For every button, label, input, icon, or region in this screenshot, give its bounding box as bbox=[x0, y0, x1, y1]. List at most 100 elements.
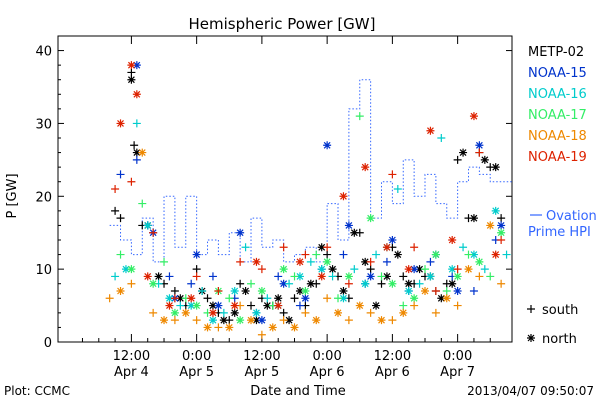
point-south bbox=[116, 170, 125, 179]
point-north bbox=[170, 308, 179, 317]
point-north bbox=[252, 308, 261, 317]
point-south bbox=[127, 279, 136, 288]
x-tick-time: 12:00 bbox=[243, 349, 280, 364]
data-points bbox=[105, 61, 535, 342]
point-south bbox=[366, 265, 375, 274]
point-north bbox=[149, 279, 158, 288]
point-north bbox=[475, 257, 484, 266]
y-tick-label: 20 bbox=[35, 190, 52, 205]
point-south bbox=[295, 301, 304, 310]
point-south bbox=[393, 185, 402, 193]
point-south bbox=[334, 294, 343, 303]
legend-north-label: north bbox=[542, 332, 577, 347]
point-south bbox=[127, 68, 136, 77]
point-south bbox=[323, 243, 332, 252]
legend-entry: NOAA-15 bbox=[528, 66, 587, 81]
point-north bbox=[448, 236, 457, 244]
x-tick-time: 0:00 bbox=[182, 349, 211, 364]
point-south bbox=[130, 141, 139, 150]
point-south bbox=[219, 308, 228, 317]
point-north bbox=[366, 214, 375, 223]
point-north bbox=[132, 90, 141, 99]
point-north bbox=[279, 279, 288, 288]
point-south bbox=[527, 305, 535, 313]
point-north bbox=[366, 272, 375, 281]
point-south bbox=[344, 279, 353, 288]
point-north bbox=[295, 287, 304, 295]
point-north bbox=[404, 265, 413, 274]
y-tick-label: 30 bbox=[35, 117, 52, 132]
point-north bbox=[469, 250, 478, 259]
point-south bbox=[399, 272, 408, 281]
x-tick-date: Apr 5 bbox=[179, 365, 214, 380]
x-tick-date: Apr 6 bbox=[310, 365, 345, 380]
point-south bbox=[116, 250, 125, 259]
point-south bbox=[149, 228, 158, 237]
point-north bbox=[491, 206, 500, 215]
point-north bbox=[181, 308, 190, 317]
point-south bbox=[475, 272, 484, 281]
point-north bbox=[208, 316, 217, 325]
point-south bbox=[165, 272, 174, 281]
x-tick-date: Apr 6 bbox=[375, 365, 410, 380]
point-north bbox=[127, 265, 136, 274]
point-north bbox=[328, 265, 337, 274]
point-north bbox=[317, 272, 326, 281]
chart-title: Hemispheric Power [GW] bbox=[189, 15, 376, 33]
point-north bbox=[344, 221, 353, 230]
point-north bbox=[121, 265, 130, 274]
point-south bbox=[464, 250, 473, 259]
point-south bbox=[170, 294, 179, 303]
legend-entry: NOAA-16 bbox=[528, 87, 587, 102]
point-north bbox=[497, 228, 506, 237]
point-north bbox=[154, 272, 163, 281]
point-south bbox=[355, 112, 364, 121]
point-north bbox=[301, 287, 310, 295]
point-north bbox=[165, 294, 174, 303]
point-south bbox=[225, 294, 234, 303]
point-north bbox=[382, 243, 391, 252]
y-tick-label: 0 bbox=[44, 336, 52, 351]
point-south bbox=[203, 294, 212, 303]
point-south bbox=[236, 257, 245, 266]
point-north bbox=[263, 301, 272, 310]
point-north bbox=[268, 323, 277, 332]
legend-south-label: south bbox=[542, 303, 578, 318]
point-north bbox=[230, 301, 239, 310]
point-south bbox=[469, 287, 478, 295]
point-north bbox=[491, 163, 500, 172]
point-south bbox=[437, 134, 446, 142]
point-south bbox=[377, 279, 386, 288]
x-tick-date: Apr 5 bbox=[244, 365, 279, 380]
point-north bbox=[453, 287, 462, 295]
point-north bbox=[285, 316, 294, 325]
point-north bbox=[312, 316, 321, 325]
point-south bbox=[132, 155, 141, 164]
point-north bbox=[404, 287, 413, 295]
point-north bbox=[442, 294, 451, 303]
point-north bbox=[459, 148, 468, 157]
point-south bbox=[344, 316, 353, 325]
point-north bbox=[415, 265, 424, 274]
ovation-series bbox=[109, 79, 512, 263]
point-north bbox=[203, 323, 212, 332]
point-north bbox=[404, 279, 413, 288]
point-north bbox=[317, 265, 326, 274]
point-north bbox=[230, 308, 239, 317]
x-tick-time: 0:00 bbox=[313, 349, 342, 364]
x-axis-label: Date and Time bbox=[250, 384, 346, 399]
point-south bbox=[257, 265, 266, 274]
point-south bbox=[127, 177, 136, 186]
y-axis-label: P [GW] bbox=[5, 173, 20, 218]
point-north bbox=[225, 323, 234, 332]
point-south bbox=[290, 294, 299, 303]
point-south bbox=[502, 250, 511, 259]
point-south bbox=[388, 316, 397, 325]
y-tick-label: 10 bbox=[35, 263, 52, 278]
point-north bbox=[361, 163, 370, 172]
point-north bbox=[219, 316, 228, 325]
point-north bbox=[393, 250, 402, 259]
point-south bbox=[442, 287, 451, 295]
point-south bbox=[453, 155, 462, 164]
point-south bbox=[132, 119, 141, 128]
